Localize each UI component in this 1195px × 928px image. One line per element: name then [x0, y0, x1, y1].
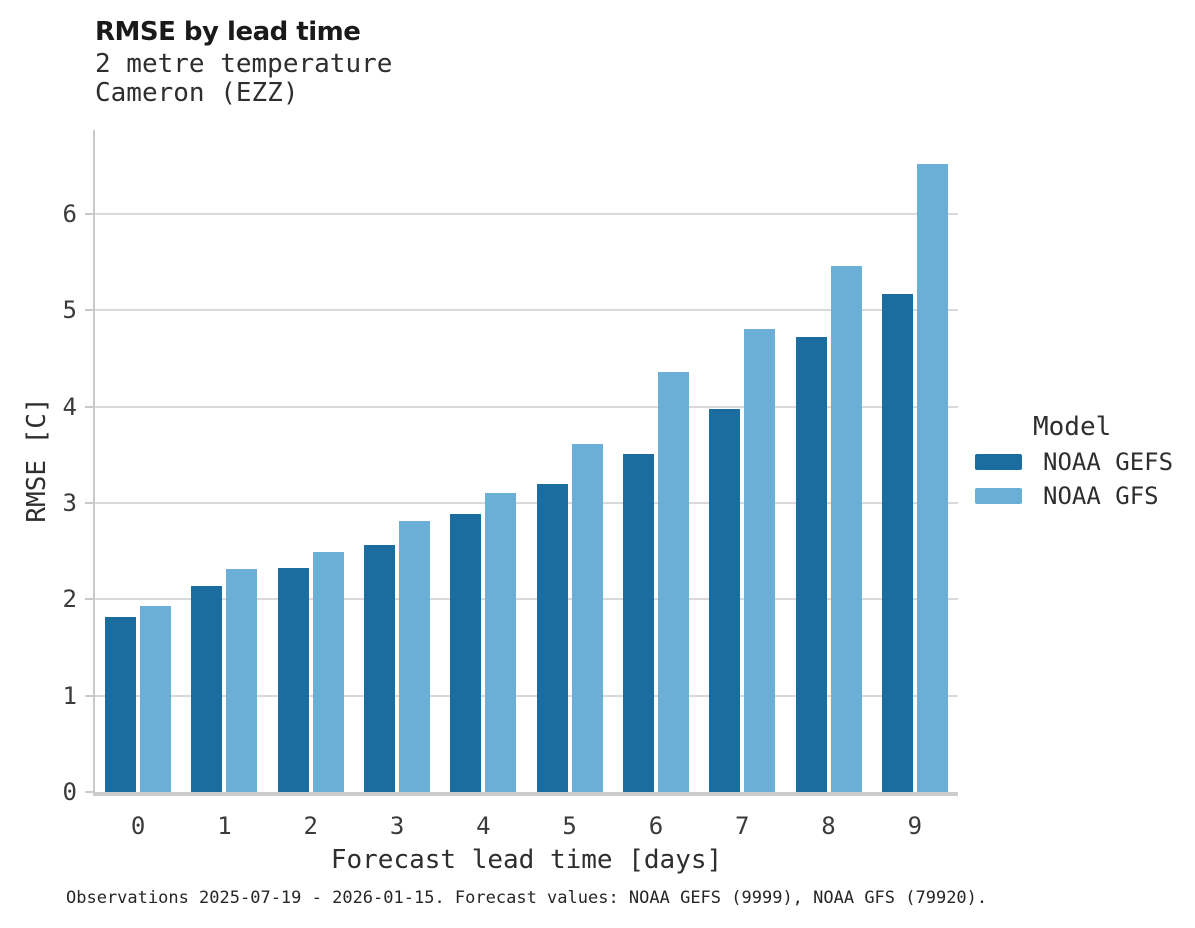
- bar-noaa-gefs-day-9: [881, 293, 913, 792]
- bar-group-day-9: [872, 130, 958, 792]
- bars: [95, 130, 958, 792]
- x-tick-label-8: 8: [821, 812, 836, 840]
- legend-entries: NOAA GEFS NOAA GFS: [975, 450, 1190, 508]
- plot-area: [95, 130, 958, 792]
- bar-group-day-1: [181, 130, 267, 792]
- bar-group-day-5: [526, 130, 612, 792]
- legend-label-noaa-gefs: NOAA GEFS: [1043, 448, 1174, 476]
- legend-swatch-noaa-gefs: [975, 454, 1022, 470]
- bar-group-day-0: [95, 130, 181, 792]
- bar-noaa-gfs-day-3: [399, 521, 431, 792]
- gridline-y-3: [95, 501, 958, 504]
- x-tick-label-5: 5: [562, 812, 577, 840]
- legend: Model NOAA GEFS NOAA GFS: [975, 413, 1190, 522]
- y-tick-mark-3: [85, 501, 93, 504]
- bar-group-day-4: [440, 130, 526, 792]
- bar-noaa-gfs-day-9: [916, 163, 948, 792]
- footer-caption: Observations 2025-07-19 - 2026-01-15. Fo…: [66, 888, 988, 908]
- x-tick-label-9: 9: [907, 812, 923, 840]
- chart-subtitle-line-2: Cameron (EZZ): [95, 78, 299, 108]
- chart-title: RMSE by lead time: [95, 17, 361, 47]
- bar-noaa-gefs-day-1: [191, 585, 223, 792]
- legend-entry-noaa-gefs: NOAA GEFS: [975, 450, 1190, 474]
- bar-noaa-gfs-day-5: [571, 444, 603, 792]
- y-tick-mark-5: [85, 309, 93, 312]
- bar-noaa-gefs-day-3: [364, 545, 396, 792]
- legend-swatch-noaa-gfs: [975, 488, 1022, 504]
- x-axis-line: [93, 792, 958, 796]
- bar-noaa-gfs-day-6: [657, 371, 689, 792]
- y-axis-line: [93, 130, 95, 796]
- gridline-y-5: [95, 309, 958, 312]
- bar-noaa-gfs-day-0: [140, 606, 172, 792]
- bar-noaa-gefs-day-7: [709, 409, 741, 792]
- x-tick-label-2: 2: [303, 812, 318, 840]
- bar-group-day-2: [268, 130, 354, 792]
- bar-noaa-gefs-day-0: [105, 616, 137, 792]
- chart-subtitle-line-1: 2 metre temperature: [95, 49, 393, 79]
- y-tick-label-6: 6: [62, 199, 77, 228]
- y-tick-label-4: 4: [62, 392, 77, 421]
- bar-noaa-gfs-day-1: [226, 569, 258, 792]
- gridlines: [95, 130, 958, 792]
- bar-group-day-7: [699, 130, 785, 792]
- bar-noaa-gefs-day-6: [622, 453, 654, 792]
- y-tick-mark-1: [85, 694, 93, 697]
- gridline-y-4: [95, 405, 958, 408]
- bar-group-day-8: [785, 130, 871, 792]
- y-tick-labels: 0 1 2 3 4 5 6: [30, 130, 77, 806]
- bar-group-day-3: [354, 130, 440, 792]
- gridline-y-6: [95, 212, 958, 215]
- y-tick-mark-6: [85, 212, 93, 215]
- y-tick-label-2: 2: [62, 585, 77, 614]
- legend-entry-noaa-gfs: NOAA GFS: [975, 484, 1190, 508]
- bar-noaa-gfs-day-4: [485, 493, 517, 792]
- x-tick-label-4: 4: [476, 812, 491, 840]
- y-tick-label-5: 5: [62, 296, 77, 325]
- legend-title: Model: [1033, 412, 1112, 442]
- y-tick-mark-0: [85, 791, 93, 793]
- bar-noaa-gfs-day-2: [312, 552, 344, 792]
- bar-noaa-gefs-day-2: [277, 568, 309, 792]
- x-tick-label-1: 1: [217, 812, 232, 840]
- bar-noaa-gefs-day-5: [536, 483, 568, 792]
- x-tick-label-0: 0: [130, 812, 146, 840]
- x-axis-label: Forecast lead time [days]: [330, 845, 723, 875]
- y-tick-mark-4: [85, 405, 93, 408]
- legend-label-noaa-gfs: NOAA GFS: [1043, 482, 1159, 510]
- y-tick-mark-2: [85, 598, 93, 601]
- x-tick-labels: 0 1 2 3 4 5 6 7 8 9: [95, 812, 958, 840]
- chart-subtitle: 2 metre temperature Cameron (EZZ): [95, 50, 392, 108]
- bar-noaa-gefs-day-8: [795, 337, 827, 792]
- bar-noaa-gfs-day-8: [830, 265, 862, 792]
- x-tick-label-7: 7: [735, 812, 750, 840]
- gridline-y-2: [95, 598, 958, 601]
- x-tick-label-6: 6: [648, 812, 664, 840]
- y-tick-label-1: 1: [62, 681, 77, 710]
- y-tick-marks: [85, 130, 93, 793]
- bar-noaa-gfs-day-7: [744, 329, 776, 792]
- y-tick-label-0: 0: [62, 778, 77, 806]
- bar-noaa-gefs-day-4: [450, 514, 482, 792]
- bar-group-day-6: [613, 130, 699, 792]
- gridline-y-1: [95, 694, 958, 697]
- x-tick-label-3: 3: [389, 812, 405, 840]
- y-tick-label-3: 3: [62, 488, 77, 517]
